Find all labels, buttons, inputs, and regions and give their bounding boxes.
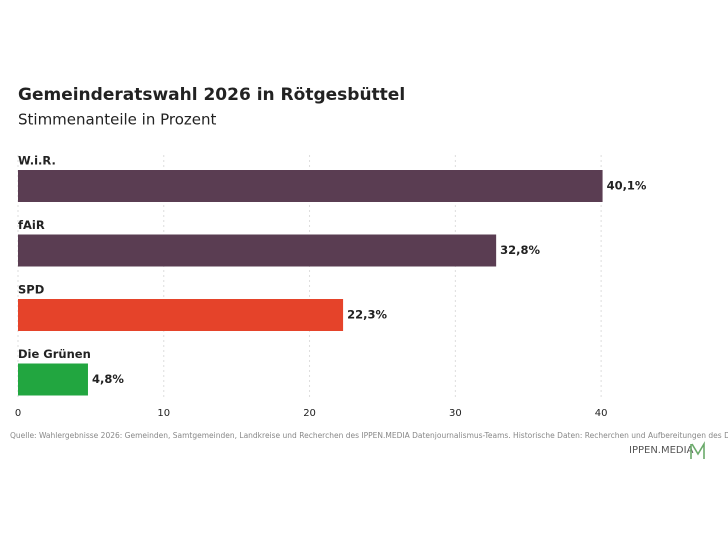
- value-label: 4,8%: [92, 372, 124, 386]
- chart-title: Gemeinderatswahl 2026 in Rötgesbüttel: [18, 85, 405, 105]
- x-tick-label: 40: [595, 408, 608, 419]
- category-label: Die Grünen: [18, 347, 91, 361]
- source-note: Quelle: Wahlergebnisse 2026: Gemeinden, …: [10, 431, 728, 440]
- x-tick-label: 30: [449, 408, 462, 419]
- category-label: fAiR: [18, 218, 45, 232]
- logo-text: IPPEN.MEDIA: [629, 445, 694, 456]
- value-label: 32,8%: [500, 243, 540, 257]
- category-label: SPD: [18, 283, 44, 297]
- value-label: 22,3%: [347, 308, 387, 322]
- bar: [18, 299, 344, 331]
- category-label: W.i.R.: [18, 154, 56, 168]
- bar: [18, 234, 497, 267]
- x-tick-label: 20: [303, 408, 316, 419]
- x-tick-label: 10: [157, 408, 170, 419]
- bar: [18, 363, 88, 396]
- bar: [18, 170, 603, 202]
- chart-subtitle: Stimmenanteile in Prozent: [18, 111, 217, 129]
- x-tick-label: 0: [15, 408, 21, 419]
- value-label: 40,1%: [607, 179, 647, 193]
- logo-icon: [690, 441, 705, 459]
